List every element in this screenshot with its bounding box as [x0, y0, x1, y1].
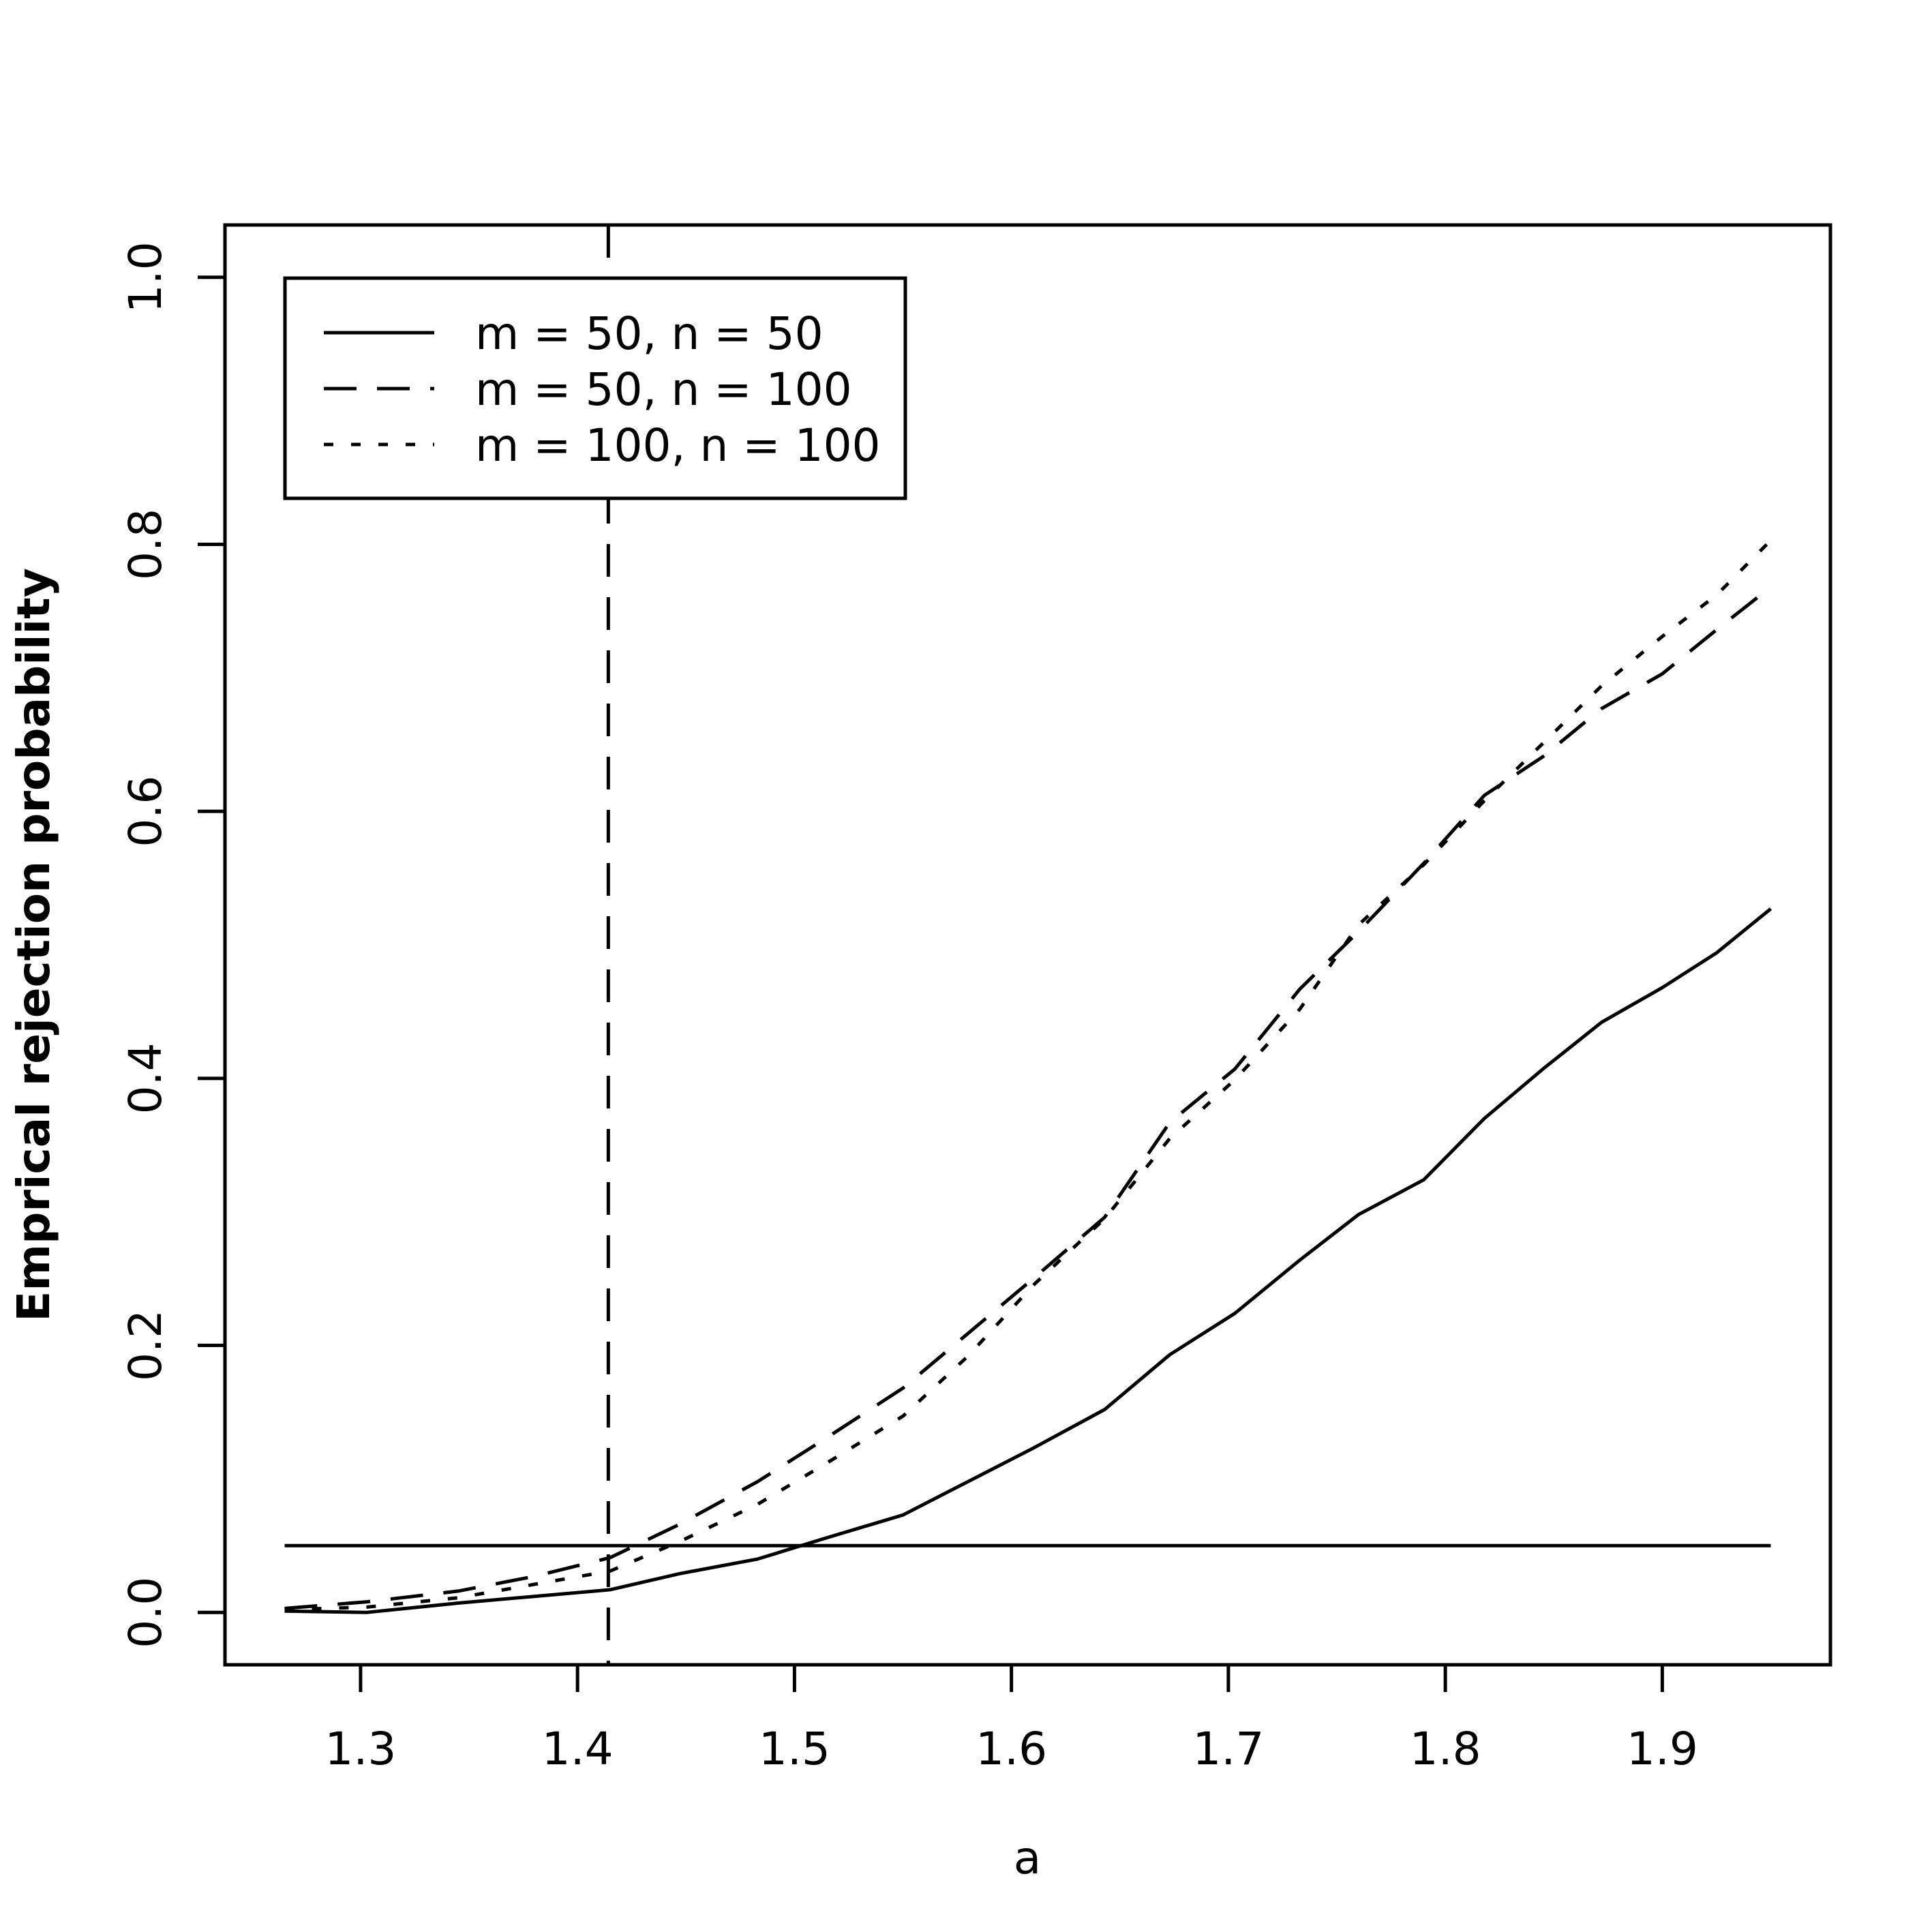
x-tick-label: 1.5	[759, 1723, 830, 1775]
y-tick-label: 0.8	[119, 509, 172, 580]
legend: m = 50, n = 50 m = 50, n = 100 m = 100, …	[283, 276, 907, 500]
x-tick-label: 1.4	[542, 1723, 614, 1775]
y-tick-label: 0.6	[119, 776, 172, 847]
legend-label-series-2: m = 50, n = 100	[475, 363, 852, 416]
x-tick-label: 1.7	[1192, 1723, 1264, 1775]
series-line-1	[284, 907, 1772, 1614]
y-axis-title: Emprical rejection probability	[7, 568, 60, 1321]
legend-label-series-3: m = 100, n = 100	[475, 419, 881, 472]
series-lines	[284, 539, 1772, 1614]
x-axis-title: a	[1014, 1832, 1041, 1884]
x-axis: 1.3 1.4 1.5 1.6 1.7 1.8 1.9	[324, 1663, 1698, 1775]
x-tick-label: 1.9	[1627, 1723, 1698, 1775]
legend-box	[283, 276, 907, 500]
x-tick-label: 1.3	[324, 1723, 396, 1775]
y-tick-label: 0.4	[119, 1042, 172, 1114]
legend-label-series-1: m = 50, n = 50	[475, 307, 824, 360]
series-line-2	[284, 586, 1772, 1610]
series-line-3	[284, 539, 1772, 1612]
x-tick-label: 1.8	[1410, 1723, 1481, 1775]
y-axis: 0.0 0.2 0.4 0.6 0.8 1.0	[119, 241, 227, 1648]
x-tick-label: 1.6	[976, 1723, 1047, 1775]
y-tick-label: 0.2	[119, 1310, 172, 1381]
y-tick-label: 1.0	[119, 241, 172, 313]
y-tick-label: 0.0	[119, 1577, 172, 1648]
